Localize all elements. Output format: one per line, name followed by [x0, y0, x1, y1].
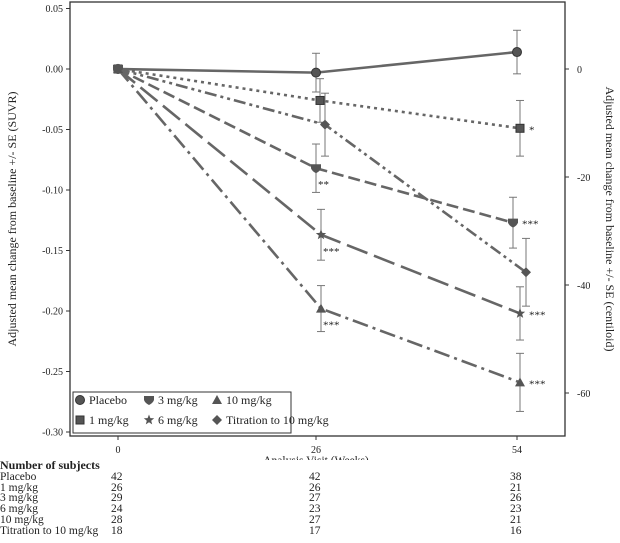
- significance-label: ***: [323, 320, 340, 332]
- row-label: Placebo: [0, 470, 37, 483]
- legend-label: 1 mg/kg: [89, 413, 129, 427]
- row-label: Titration to 10 mg/kg: [0, 524, 99, 537]
- legend-label: 6 mg/kg: [158, 413, 198, 427]
- data-point: [320, 119, 330, 130]
- subject-count: 28: [111, 513, 123, 526]
- legend-marker: [75, 415, 85, 425]
- row-label: 3 mg/kg: [0, 492, 39, 505]
- legend-label: Titration to 10 mg/kg: [226, 413, 329, 427]
- legend-marker: [144, 396, 154, 405]
- subject-count: 38: [510, 470, 522, 483]
- significance-label: **: [318, 179, 329, 191]
- y-axis-label: Adjusted mean change from baseline +/- S…: [5, 91, 19, 346]
- line-chart: 0.05 0.00 -0.05 -0.10 -0.15 -0.20 -0.25 -0.30 0 -…: [5, 1, 617, 460]
- y-right-tick-label: -60: [577, 389, 590, 400]
- subject-count: 17: [309, 524, 321, 537]
- y-tick-label: -0.15: [42, 246, 63, 257]
- subject-count: 24: [111, 503, 123, 516]
- x-tick-label: 26: [311, 445, 321, 456]
- subject-count: 42: [111, 470, 123, 483]
- subject-count: 42: [309, 470, 321, 483]
- legend-label: 10 mg/kg: [226, 393, 272, 407]
- table-row: 3 mg/kg 29 27 26: [0, 493, 620, 504]
- x-axis-label: Analysis Visit (Weeks): [263, 455, 369, 460]
- data-point: [315, 229, 327, 240]
- x-tick-label: 54: [512, 445, 522, 456]
- subject-count: 23: [309, 503, 321, 516]
- y-tick-label: -0.25: [42, 367, 63, 378]
- data-point: [508, 218, 518, 228]
- table-row: Placebo 42 42 38: [0, 470, 620, 483]
- data-point: [515, 377, 525, 387]
- data-point: [515, 123, 525, 133]
- subject-count: 26: [309, 481, 321, 494]
- data-point: [521, 267, 531, 278]
- subject-count: 18: [111, 524, 123, 537]
- significance-label: ***: [323, 246, 340, 258]
- subject-count: 26: [510, 492, 522, 505]
- legend-label: Placebo: [89, 393, 127, 407]
- significance-label: *: [529, 124, 535, 136]
- subject-count: 26: [111, 481, 123, 494]
- subjects-table: Number of subjects Placebo 42 42 38 1 mg/kg 2…: [0, 458, 620, 537]
- table-title: Number of subjects: [0, 458, 100, 472]
- data-point: [311, 164, 321, 174]
- subject-count: 27: [309, 513, 321, 526]
- data-point: [311, 67, 321, 78]
- significance-label: ***: [529, 309, 546, 321]
- subject-count: 29: [111, 492, 123, 505]
- y-tick-label: 0.05: [46, 4, 64, 15]
- y-right-tick-label: -40: [577, 281, 590, 292]
- table-row: 1 mg/kg 26 26 21: [0, 481, 620, 494]
- subject-count: 16: [510, 524, 522, 537]
- row-label: 10 mg/kg: [0, 513, 44, 526]
- x-tick-label: 0: [116, 445, 121, 456]
- table-row: Titration to 10 mg/kg 18 17 16: [0, 524, 620, 537]
- subject-count: 21: [510, 513, 522, 526]
- y-right-tick-label: 0: [577, 65, 582, 76]
- y-tick-label: -0.05: [42, 125, 63, 136]
- y-right-tick-label: -20: [577, 173, 590, 184]
- y-right-axis-label: Adjusted mean change from baseline +/- S…: [603, 86, 617, 351]
- y-tick-label: -0.30: [42, 428, 63, 439]
- data-point: [113, 64, 123, 74]
- subject-count: 23: [510, 503, 522, 516]
- subject-count: 27: [309, 492, 321, 505]
- significance-label: ***: [522, 219, 539, 231]
- plot-frame: [69, 1, 566, 437]
- data-point: [315, 95, 325, 105]
- legend-marker: [143, 414, 155, 425]
- legend-marker: [212, 415, 222, 425]
- y-tick-label: 0.00: [46, 65, 64, 76]
- row-label: 6 mg/kg: [0, 503, 39, 516]
- series-line-4: [117, 68, 521, 384]
- data-point: [316, 303, 326, 313]
- legend-box: [72, 391, 292, 434]
- significance-label: ***: [529, 378, 546, 390]
- subject-count: 21: [510, 481, 522, 494]
- table-row: 6 mg/kg 24 23 23: [0, 504, 620, 515]
- legend-marker: [75, 395, 85, 405]
- table-row: 10 mg/kg 28 27 21: [0, 513, 620, 526]
- data-point: [514, 307, 526, 318]
- legend-label: 3 mg/kg: [158, 393, 198, 407]
- data-point: [512, 47, 522, 58]
- y-tick-label: -0.10: [42, 186, 63, 197]
- legend-marker: [212, 395, 222, 404]
- row-label: 1 mg/kg: [0, 481, 39, 494]
- y-tick-label: -0.20: [42, 307, 63, 318]
